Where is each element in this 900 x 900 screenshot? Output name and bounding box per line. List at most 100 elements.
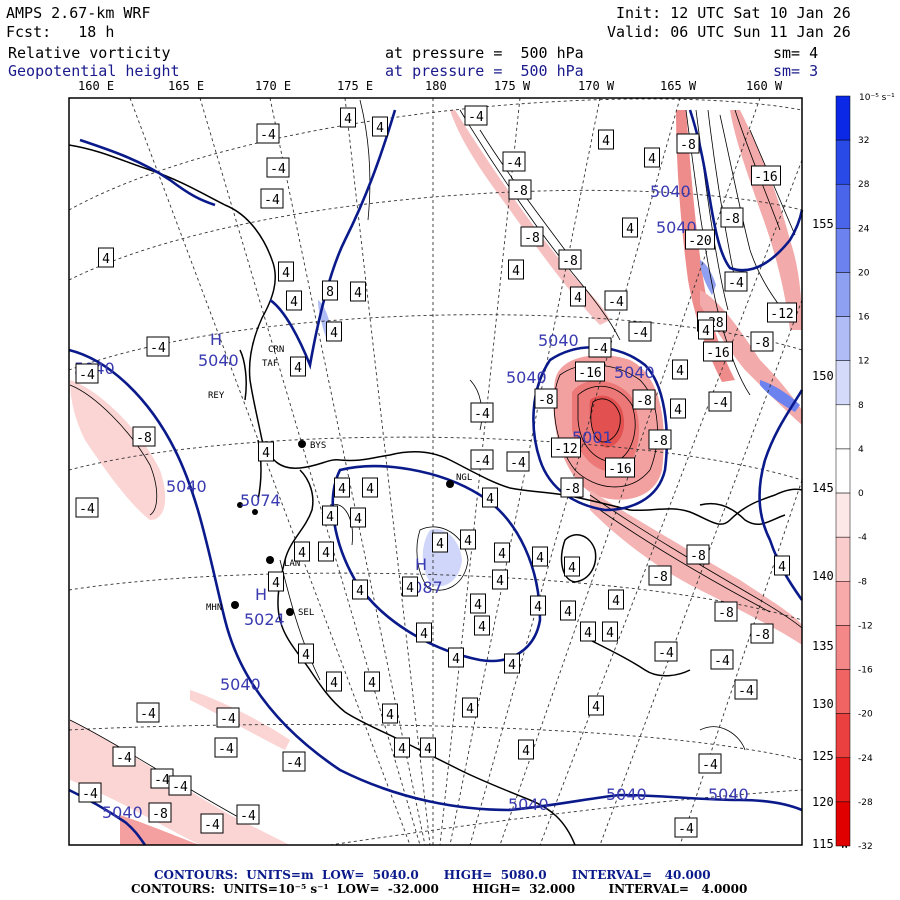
vorticity-label: 4 [702,324,710,339]
vorticity-label-box [648,565,672,586]
colorbar: 32 28 24 20 16 12 8 4 0 -4 -8 -12 -16 -20 -24 -28 -32 [835,95,873,852]
vorticity-label: 4 [496,574,504,589]
vorticity-label-box [266,157,290,178]
vorticity-label: -16 [578,366,601,381]
vorticity-label: 4 [676,364,684,379]
vorticity-label-box [268,571,284,592]
vorticity-label: 4 [330,326,338,341]
high-markers: H H H [210,330,427,604]
height-contour-info: CONTOURS: UNITS=m LOW= 5040.0 HIGH= 5080… [154,868,711,882]
vorticity-label: -8 [136,431,152,446]
vorticity-label: 4 [436,537,444,552]
vorticity-label: 4 [368,676,376,691]
colorbar-tick: -32 [858,842,873,852]
colorbar-tick: 16 [858,313,870,323]
colorbar-swatch [835,448,851,494]
vorticity-label-box [260,188,284,209]
vorticity-label: -12 [770,307,793,322]
vorticity-label-box [352,579,368,600]
height-label: 5074 [240,491,281,510]
vorticity-label-box [685,229,715,250]
longitude-axis: 160 E 165 E 170 E 175 E 180 175 W 170 W … [78,79,783,93]
height-label: 5040 [506,368,547,387]
field2-smoothing: sm= 3 [773,62,819,80]
vorticity-label: -4 [702,758,718,773]
vorticity-label-box [588,337,612,358]
vorticity-label: 4 [326,510,334,525]
vorticity-label-box [558,249,582,270]
vorticity-label: -8 [680,138,696,153]
vorticity-label: 4 [344,112,352,127]
vorticity-label-box [774,555,790,576]
vorticity-label-box [334,477,350,498]
station-name: SEL [298,608,314,618]
colorbar-tick: 8 [858,401,864,411]
height-label: 5040 [708,785,749,804]
vorticity-label-box [462,697,478,718]
colorbar-swatch [835,625,851,670]
vorticity-label-box [474,615,490,636]
colorbar-swatch [835,669,851,714]
vorticity-label: 4 [486,492,494,507]
vorticity-label-box [672,359,688,380]
vorticity-label-box [136,702,160,723]
vorticity-label-box [751,165,781,186]
station-name: CRN [268,345,284,355]
vorticity-label-box [214,737,238,758]
vorticity-label: -4 [154,773,170,788]
vorticity-label-box [608,589,624,610]
vorticity-label-box [278,261,294,282]
vorticity-label-box [648,429,672,450]
height-label: 5040 [538,331,579,350]
vorticity-label: -8 [636,394,652,409]
vorticity-label: -16 [754,170,777,185]
vorticity-label: -4 [592,342,608,357]
vorticity-label-box [670,398,686,419]
vorticity-label: 4 [356,584,364,599]
vorticity-label-box [698,753,722,774]
colorbar-tick: -12 [858,621,873,631]
vorticity-label: 4 [466,702,474,717]
field1-level: at pressure = 500 hPa [385,44,584,62]
high-marker: H [255,585,267,604]
vorticity-label-box [530,595,546,616]
height-label: 5040 [220,675,261,694]
colorbar-swatch [835,228,851,273]
vorticity-label: -4 [474,454,490,469]
vorticity-label-box [724,271,748,292]
vorticity-label-box [216,707,240,728]
vorticity-label: 4 [536,551,544,566]
vorticity-label: -8 [652,434,668,449]
vorticity-label-box [464,105,488,126]
vorticity-label-box [75,363,99,384]
vorticity-label: 8 [326,285,334,300]
coastline [68,144,803,846]
vorticity-label: -4 [632,326,648,341]
vorticity-label: -4 [79,368,95,383]
vorticity-label-box [448,647,464,668]
station-name: LAN [284,559,300,569]
vorticity-label-box [575,361,605,382]
vorticity-label: 4 [474,598,482,613]
vorticity-label: 4 [674,403,682,418]
vorticity-label-box [570,286,586,307]
vorticity-label: 4 [322,546,330,561]
vorticity-contours [69,99,803,819]
height-label: 5040 [198,351,239,370]
lon-label: 160 E [78,79,114,93]
vorticity-label-box [632,389,656,410]
vorticity-label: 4 [592,700,600,715]
vorticity-label: -4 [286,756,302,771]
vorticity-label-box [460,529,476,550]
vorticity-label: -4 [658,646,674,661]
vorticity-label-box [506,451,530,472]
colorbar-tick: 20 [858,268,870,278]
vorticity-label-box [200,813,224,834]
colorbar-swatch [835,95,851,141]
vorticity-label: -4 [738,684,754,699]
vorticity-label-box [322,280,338,301]
station-name: BYS [310,441,326,451]
colorbar-tick: 24 [858,224,870,234]
vorticity-label-box [326,321,342,342]
vorticity-label-box [534,388,558,409]
